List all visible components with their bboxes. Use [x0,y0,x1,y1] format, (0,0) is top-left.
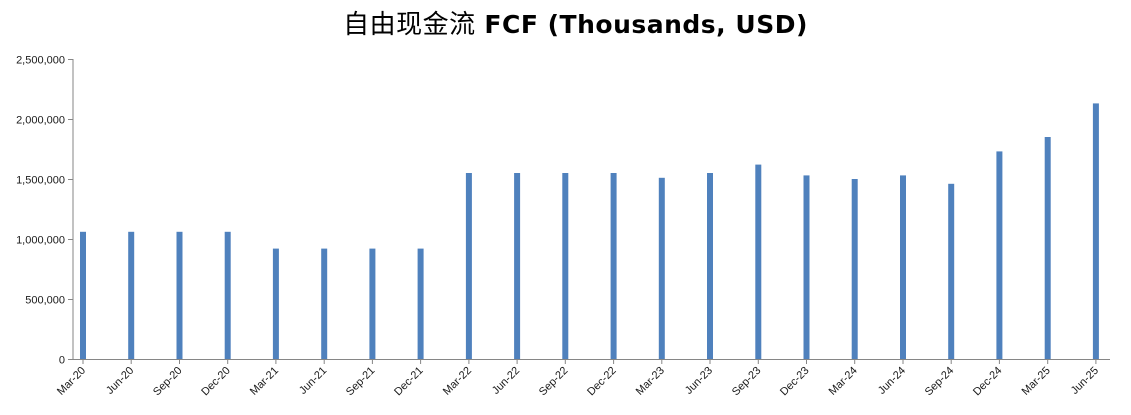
bar [803,175,810,359]
bar [658,177,665,359]
chart-title-latin: FCF (Thousands, USD) [484,10,808,39]
bar [948,183,955,359]
chart-title: 自由现金流 FCF (Thousands, USD) [0,4,1131,41]
x-tick-label: Mar-24 [827,365,860,398]
x-tick-label: Dec-22 [585,365,619,399]
x-tick-label: Sep-20 [151,365,185,399]
bar [80,231,86,359]
y-axis: 0 500,000 1,000,000 1,500,000 2,000,000 2,500… [16,55,74,367]
bar [514,173,521,359]
y-tick-label: 1,000,000 [16,235,65,247]
x-tick-label: Jun-23 [683,365,715,397]
x-tick-label: Dec-21 [392,365,426,399]
bar [707,173,713,359]
bar [272,248,279,359]
x-tick-label: Jun-21 [297,365,329,397]
x-tick-label: Mar-23 [634,365,667,398]
x-tick-label: Jun-24 [876,365,908,397]
bar [1092,103,1099,360]
x-tick-label: Mar-21 [248,365,281,398]
bar [851,179,858,359]
y-tick-label: 2,500,000 [16,55,65,67]
bar-series [80,103,1099,360]
bar [755,164,762,359]
bar [465,173,472,359]
x-tick-label: Sep-24 [923,365,957,399]
x-tick-label: Jun-25 [1069,365,1101,397]
chart-title-cjk: 自由现金流 [343,10,476,40]
bar [900,175,906,359]
x-tick-label: Mar-22 [441,365,474,398]
bar [417,248,424,359]
bar [224,231,231,359]
x-tick-label: Sep-22 [537,365,571,399]
x-tick-label: Sep-21 [344,365,378,399]
y-tick-label: 1,500,000 [16,175,65,187]
x-tick-label: Dec-20 [199,365,233,399]
bar [128,231,135,359]
bar [610,173,617,359]
x-tick-label: Mar-25 [1020,365,1053,398]
bar [321,248,328,359]
x-axis: Mar-20 Jun-20 Sep-20 Dec-20 Mar-21 Jun-21 Sep-… [55,359,1110,398]
bar [996,151,1003,359]
bar [176,231,183,359]
bar [562,173,569,359]
x-tick-label: Mar-20 [55,365,88,398]
x-tick-label: Dec-23 [778,365,812,399]
y-tick-label: 500,000 [25,295,65,307]
x-tick-label: Jun-22 [490,365,522,397]
bar [369,248,376,359]
x-tick-label: Sep-23 [730,365,764,399]
x-tick-label: Jun-20 [104,365,136,397]
y-tick-label: 2,000,000 [16,115,65,127]
bar [1044,137,1051,359]
y-tick-label: 0 [59,355,65,367]
x-tick-label: Dec-24 [971,365,1005,399]
